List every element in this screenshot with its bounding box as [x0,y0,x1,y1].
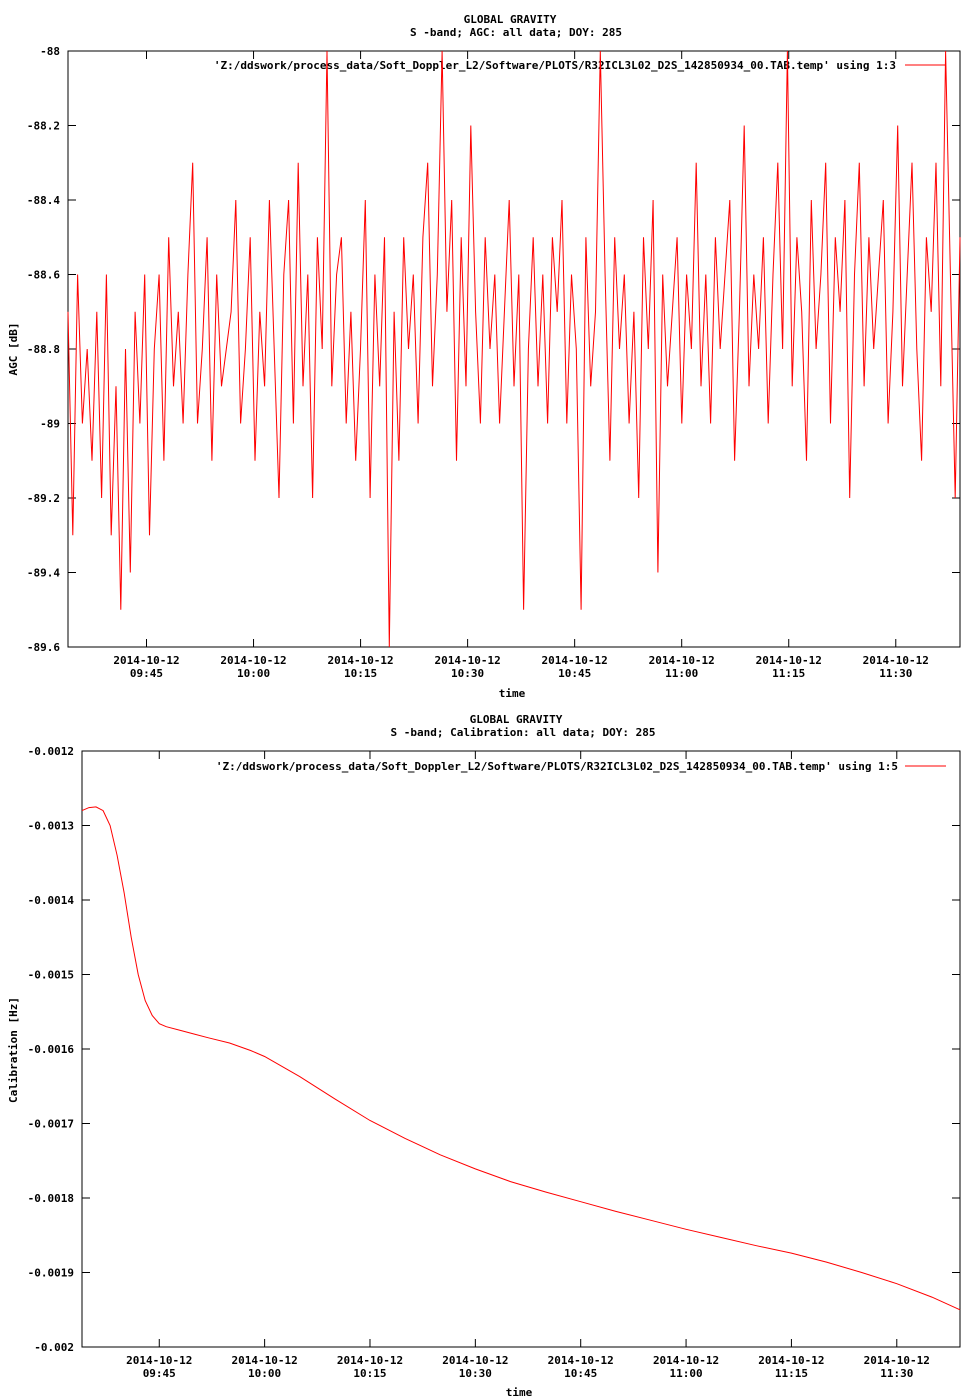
agc-series-line [67,50,961,648]
calibration-series-line [81,806,961,1311]
agc-x-tick-time: 10:15 [344,667,377,680]
agc-series [67,50,961,648]
agc-y-tick-label: -89 [40,418,60,431]
calibration-y-axis-label: Calibration [Hz] [7,997,20,1103]
calibration-x-tick-time: 10:30 [459,1367,492,1380]
agc-chart-subtitle: S -band; AGC: all data; DOY: 285 [410,26,622,39]
calibration-x-tick-time: 10:45 [564,1367,597,1380]
agc-x-tick-date: 2014-10-12 [649,654,715,667]
agc-x-tick-time: 11:30 [879,667,912,680]
calibration-y-tick-label: -0.0017 [28,1118,74,1131]
agc-x-tick-date: 2014-10-12 [327,654,393,667]
calibration-x-tick-time: 10:15 [353,1367,386,1380]
agc-x-tick-time: 11:00 [665,667,698,680]
calibration-y-tick-label: -0.0014 [28,894,75,907]
agc-x-tick-time: 10:30 [451,667,484,680]
agc-y-tick-label: -88.2 [27,120,60,133]
agc-x-tick-date: 2014-10-12 [542,654,608,667]
agc-y-tick-label: -88 [40,45,60,58]
calibration-series [81,806,961,1311]
agc-x-tick-date: 2014-10-12 [863,654,929,667]
calibration-x-tick-date: 2014-10-12 [758,1354,824,1367]
calibration-x-tick-date: 2014-10-12 [864,1354,930,1367]
calibration-x-tick-date: 2014-10-12 [653,1354,719,1367]
calibration-x-tick-time: 11:30 [880,1367,913,1380]
agc-chart-title: GLOBAL GRAVITY [464,13,557,26]
agc-x-tick-time: 10:00 [237,667,270,680]
calibration-legend-text: 'Z:/ddswork/process_data/Soft_Doppler_L2… [216,760,898,773]
agc-x-tick-date: 2014-10-12 [220,654,286,667]
agc-chart: GLOBAL GRAVITY S -band; AGC: all data; D… [7,13,961,700]
calibration-y-tick-label: -0.0018 [28,1192,74,1205]
calibration-y-tick-label: -0.0015 [28,969,74,982]
agc-legend-text: 'Z:/ddswork/process_data/Soft_Doppler_L2… [214,59,896,72]
agc-x-tick-date: 2014-10-12 [434,654,500,667]
agc-x-tick-date: 2014-10-12 [756,654,822,667]
calibration-y-tick-label: -0.0012 [28,745,74,758]
calibration-x-tick-time: 09:45 [143,1367,176,1380]
agc-y-tick-label: -88.6 [27,269,60,282]
calibration-x-tick-date: 2014-10-12 [548,1354,614,1367]
calibration-y-ticks: -0.0012 -0.0013 -0.0014 -0.0015 -0.0016 -0.00… [28,745,960,1354]
calibration-y-tick-label: -0.0016 [28,1043,75,1056]
calibration-chart: GLOBAL GRAVITY S -band; Calibration: all… [7,713,961,1399]
calibration-chart-subtitle: S -band; Calibration: all data; DOY: 285 [391,726,656,739]
calibration-y-tick-label: -0.002 [34,1341,74,1354]
calibration-x-tick-date: 2014-10-12 [126,1354,192,1367]
calibration-x-tick-time: 11:15 [775,1367,808,1380]
agc-x-ticks: 2014-10-1209:452014-10-1210:002014-10-12… [113,51,929,680]
calibration-x-tick-time: 10:00 [248,1367,281,1380]
agc-x-axis-label: time [499,687,526,700]
agc-y-ticks: -88 -88.2 -88.4 -88.6 -88.8 -89 -89.2 -89.4 -89.… [27,45,960,654]
calibration-x-ticks: 2014-10-1209:452014-10-1210:002014-10-12… [126,751,930,1380]
agc-y-tick-label: -89.6 [27,641,60,654]
agc-x-tick-time: 10:45 [558,667,591,680]
calibration-x-tick-date: 2014-10-12 [337,1354,403,1367]
calibration-x-axis-label: time [506,1386,533,1399]
agc-y-axis-label: AGC [dB] [7,323,20,376]
calibration-y-tick-label: -0.0019 [28,1267,74,1280]
agc-x-tick-date: 2014-10-12 [113,654,179,667]
calibration-chart-title: GLOBAL GRAVITY [470,713,563,726]
agc-x-tick-time: 09:45 [130,667,163,680]
calibration-x-tick-date: 2014-10-12 [442,1354,508,1367]
agc-y-tick-label: -89.2 [27,492,60,505]
calibration-y-tick-label: -0.0013 [28,820,74,833]
calibration-plot-frame [81,750,961,1348]
agc-y-tick-label: -88.4 [27,194,60,207]
agc-x-tick-time: 11:15 [772,667,805,680]
agc-y-tick-label: -88.8 [27,343,60,356]
agc-y-tick-label: -89.4 [27,567,60,580]
calibration-x-tick-date: 2014-10-12 [232,1354,298,1367]
calibration-x-tick-time: 11:00 [670,1367,703,1380]
